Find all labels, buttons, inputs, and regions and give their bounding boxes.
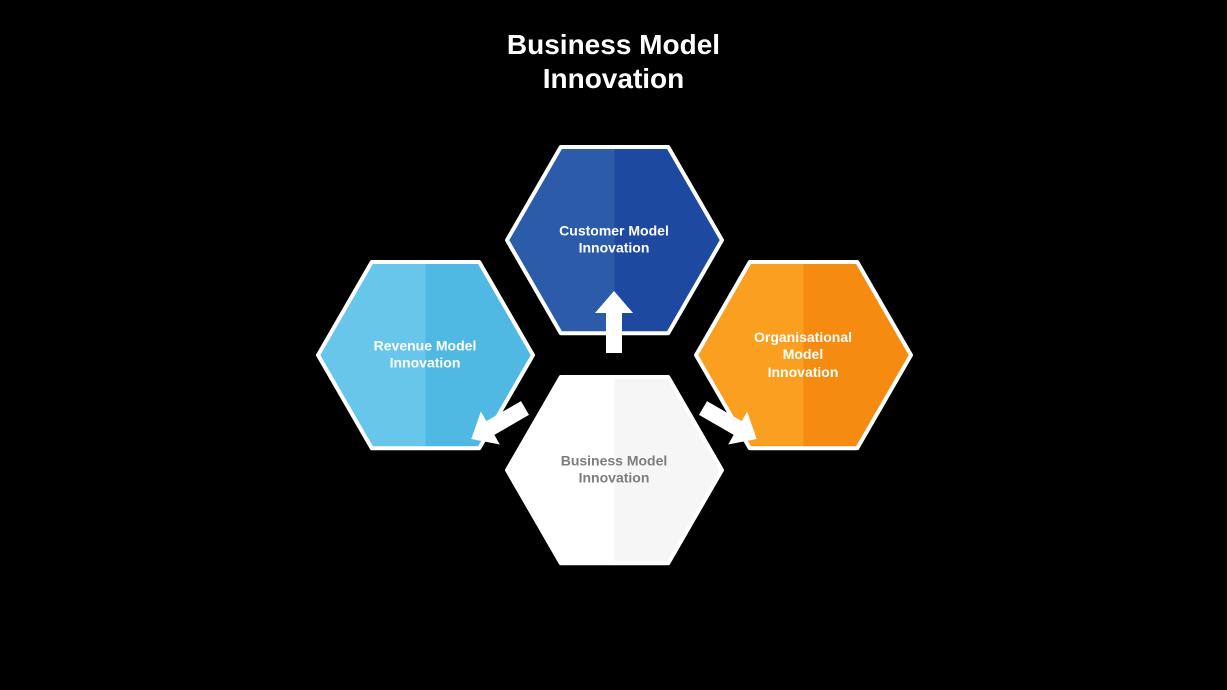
arrow-up-icon bbox=[593, 289, 635, 355]
hexagon-business-model: Business Model Innovation bbox=[503, 373, 726, 567]
diagram-stage: Customer Model Innovation Revenue Model … bbox=[0, 0, 1227, 690]
hexagon-shape bbox=[503, 373, 726, 567]
